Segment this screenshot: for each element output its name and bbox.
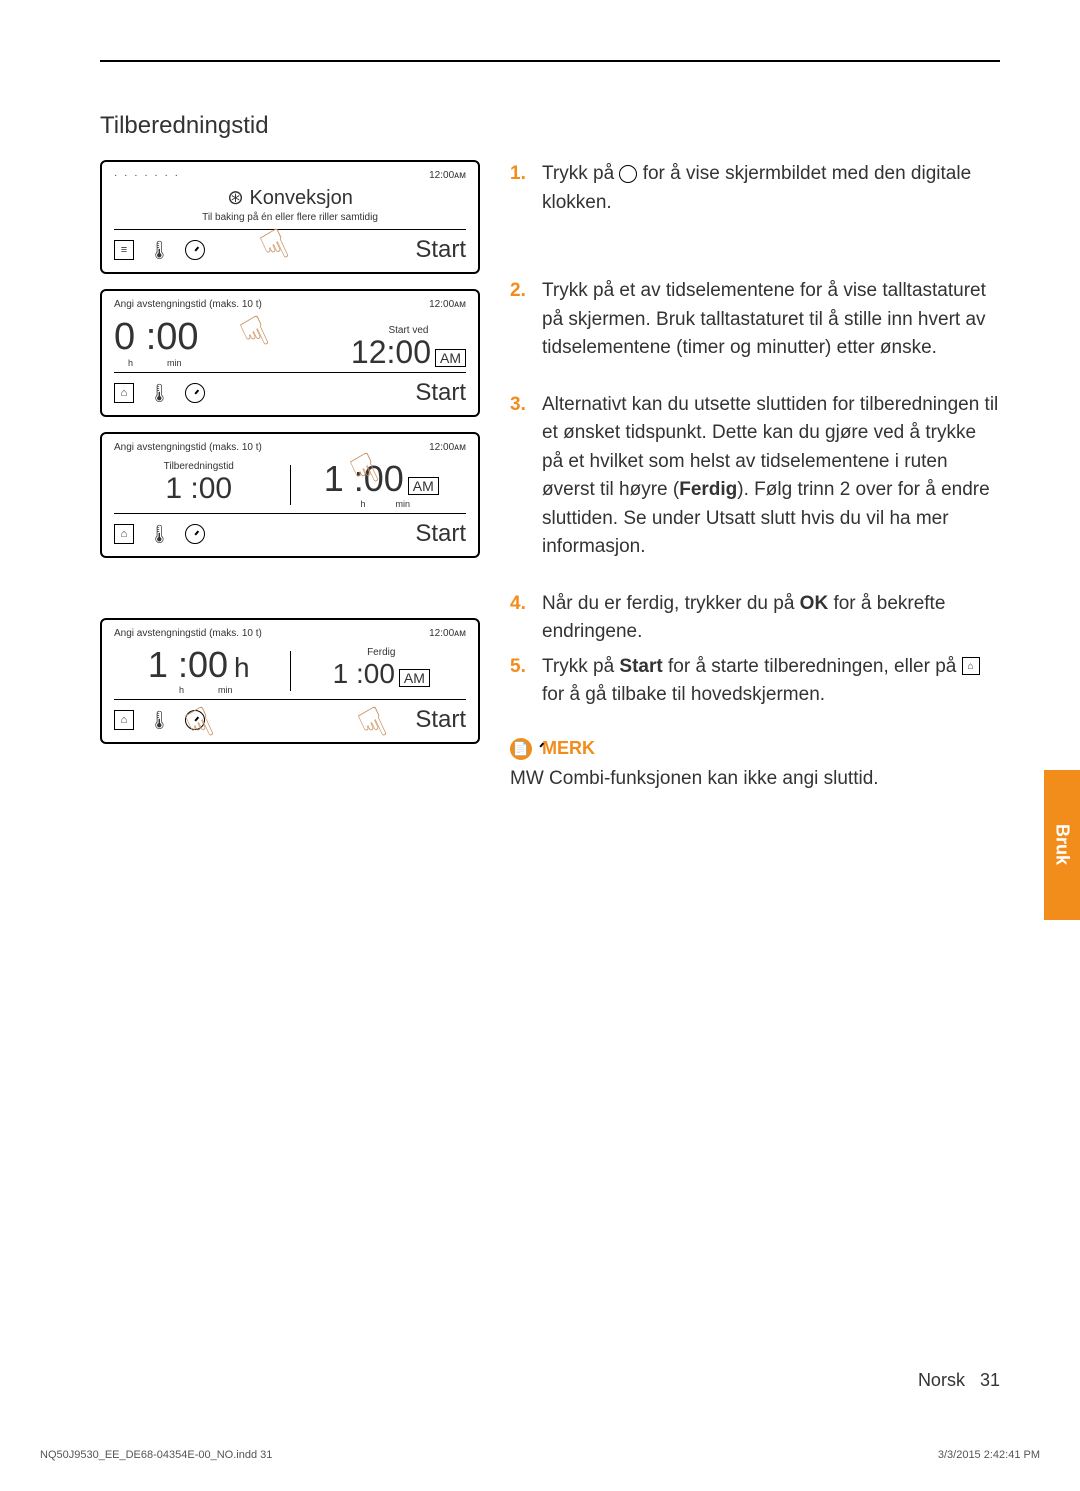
start-button[interactable]: Start (415, 706, 466, 734)
top-left-label: Angi avstengningstid (maks. 10 t) (114, 299, 262, 314)
step-number: 4. (510, 590, 532, 647)
thermometer-icon[interactable]: 🌡 (148, 524, 171, 545)
step-number: 1. (510, 160, 532, 217)
top-left-label: Angi avstengningstid (maks. 10 t) (114, 628, 262, 643)
start-button[interactable]: Start (415, 236, 466, 264)
step-3: 3. Alternativt kan du utsette sluttiden … (510, 391, 1000, 562)
side-tab-label: Bruk (1052, 824, 1073, 865)
step-2: 2. Trykk på et av tidselementene for å v… (510, 277, 1000, 363)
menu-icon[interactable]: ≡ (114, 240, 134, 260)
clock-header: 12:00ᴀᴍ (429, 442, 466, 457)
tilb-label: Tilberedningstid (164, 461, 234, 472)
right-time[interactable]: 12:00 (351, 336, 431, 368)
start-button[interactable]: Start (415, 520, 466, 548)
step-text: Alternativt kan du utsette sluttiden for… (542, 391, 1000, 562)
screen-1: · · · · · · · 12:00ᴀᴍ ⊛ Konveksjon Til b… (100, 160, 480, 274)
footer-lang: Norsk (918, 1370, 965, 1390)
step-number: 3. (510, 391, 532, 562)
note-icon: 📄 (510, 738, 532, 760)
ferdig-label: Ferdig (367, 647, 395, 658)
hours[interactable]: 0 (114, 318, 135, 356)
step-number: 2. (510, 277, 532, 363)
ampm[interactable]: AM (408, 477, 439, 495)
colon: : (135, 318, 156, 356)
home-icon[interactable]: ⌂ (114, 383, 134, 403)
clock-header: 12:00ᴀᴍ (429, 170, 466, 181)
m-label: min (396, 499, 411, 509)
h-label: h (179, 685, 184, 695)
thermometer-icon[interactable]: 🌡 (148, 383, 171, 404)
dots: · · · · · · · (114, 170, 180, 181)
note-text: MW Combi-funksjonen kan ikke angi slutti… (510, 768, 1000, 790)
left-time[interactable]: 1 :00 (165, 474, 232, 504)
step-5: 5. Trykk på Start for å starte tilberedn… (510, 653, 1000, 710)
top-divider (100, 60, 1000, 62)
m-label: min (218, 685, 233, 695)
right-time[interactable]: 1 :00 (333, 660, 395, 688)
start-button[interactable]: Start (415, 379, 466, 407)
step-text: Når du er ferdig, trykker du på OK for å… (542, 590, 1000, 647)
instructions-column: 1. Trykk på for å vise skjermbildet med … (510, 160, 1000, 790)
left-time[interactable]: 1 :00 (148, 647, 228, 683)
home-icon[interactable]: ⌂ (114, 524, 134, 544)
ampm[interactable]: AM (399, 669, 430, 687)
separator (290, 651, 291, 691)
mode-sub: Til baking på én eller flere riller samt… (114, 212, 466, 230)
clock-icon[interactable] (185, 524, 205, 544)
step-number: 5. (510, 653, 532, 710)
screen-2: Angi avstengningstid (maks. 10 t) 12:00ᴀ… (100, 289, 480, 417)
note-header: 📄 MERK (510, 738, 1000, 760)
step-4: 4. Når du er ferdig, trykker du på OK fo… (510, 590, 1000, 647)
m-label: min (167, 358, 182, 368)
screen-3: Angi avstengningstid (maks. 10 t) 12:00ᴀ… (100, 432, 480, 558)
home-inline-icon: ⌂ (962, 657, 980, 675)
side-tab: Bruk (1044, 770, 1080, 920)
h-label: h (360, 499, 365, 509)
page-footer: Norsk 31 (918, 1370, 1000, 1391)
clock-icon[interactable] (185, 383, 205, 403)
mode-label: Konveksjon (249, 187, 352, 209)
print-right: 3/3/2015 2:42:41 PM (938, 1449, 1040, 1461)
home-icon[interactable]: ⌂ (114, 710, 134, 730)
print-footer: NQ50J9530_EE_DE68-04354E-00_NO.indd 31 3… (40, 1449, 1040, 1461)
right-time[interactable]: 1 :00 (324, 461, 404, 497)
clock-header: 12:00ᴀᴍ (429, 628, 466, 643)
section-title: Tilberedningstid (100, 112, 1000, 140)
step-1: 1. Trykk på for å vise skjermbildet med … (510, 160, 1000, 217)
top-left-label: Angi avstengningstid (maks. 10 t) (114, 442, 262, 457)
clock-header: 12:00ᴀᴍ (429, 299, 466, 314)
h-unit: h (234, 654, 250, 682)
thermometer-icon[interactable]: 🌡 (148, 240, 171, 261)
separator (290, 465, 291, 505)
step-text: Trykk på for å vise skjermbildet med den… (542, 160, 1000, 217)
mode-row: ⊛ Konveksjon (114, 185, 466, 210)
clock-icon[interactable] (185, 240, 205, 260)
screens-column: · · · · · · · 12:00ᴀᴍ ⊛ Konveksjon Til b… (100, 160, 480, 790)
print-left: NQ50J9530_EE_DE68-04354E-00_NO.indd 31 (40, 1449, 272, 1461)
footer-page: 31 (980, 1370, 1000, 1390)
screen-4: Angi avstengningstid (maks. 10 t) 12:00ᴀ… (100, 618, 480, 744)
mode-icon: ⊛ (227, 187, 244, 209)
note-label: MERK (542, 738, 595, 759)
minutes[interactable]: 00 (156, 318, 198, 356)
thermometer-icon[interactable]: 🌡 (148, 710, 171, 731)
clock-icon[interactable] (185, 710, 205, 730)
step-text: Trykk på Start for å starte tilberedning… (542, 653, 1000, 710)
ampm[interactable]: AM (435, 349, 466, 367)
step-text: Trykk på et av tidselementene for å vise… (542, 277, 1000, 363)
clock-inline-icon (619, 165, 637, 183)
h-label: h (128, 358, 133, 368)
